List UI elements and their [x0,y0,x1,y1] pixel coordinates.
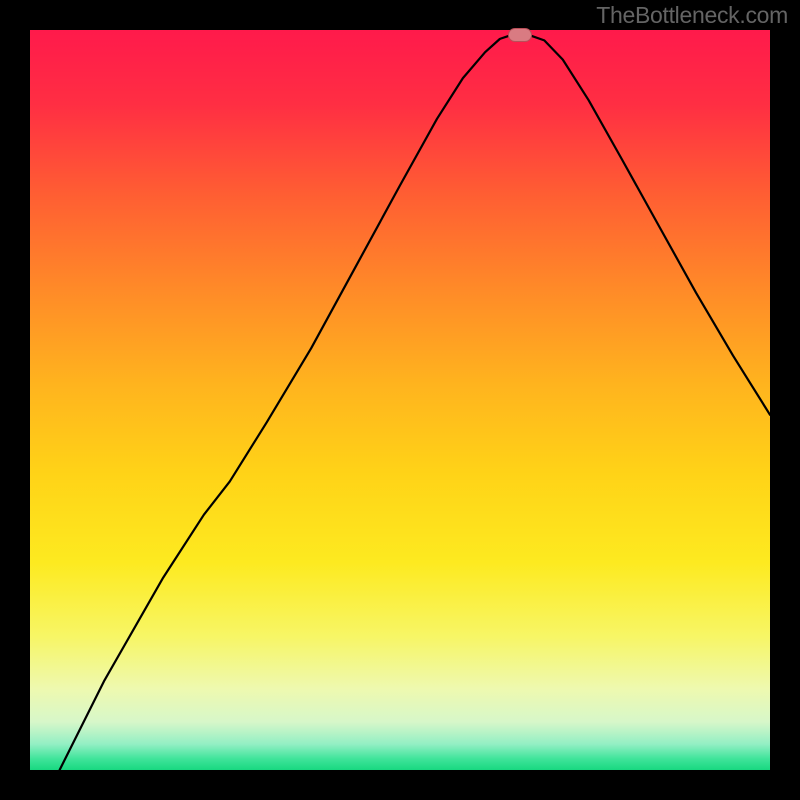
optimal-point-marker [508,28,532,42]
chart-plot-area [30,30,770,770]
bottleneck-curve [30,30,770,770]
watermark-text: TheBottleneck.com [596,2,788,29]
